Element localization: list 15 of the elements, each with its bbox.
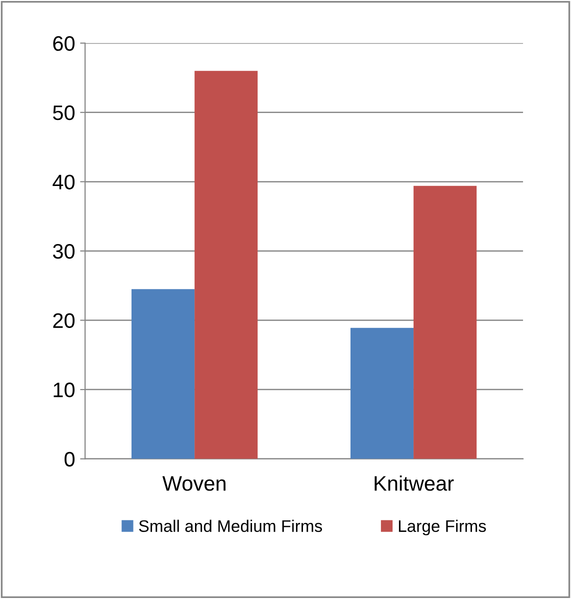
y-tick-label: 50 — [53, 105, 75, 120]
y-tick-label: 60 — [53, 36, 75, 51]
bar — [350, 328, 414, 459]
bar — [414, 186, 477, 459]
y-tick-label: 30 — [52, 244, 75, 259]
y-tick-label: 10 — [54, 382, 75, 398]
y-tick-label: 0 — [64, 452, 75, 467]
bar — [194, 70, 258, 459]
x-tick-label: Knitwear — [374, 476, 454, 491]
x-tick-label: Woven — [162, 476, 226, 491]
y-tick-label: 40 — [52, 174, 75, 190]
legend-label: Small and Medium Firms — [139, 520, 322, 532]
legend-label: Large Firms — [398, 520, 486, 536]
y-tick-label: 20 — [53, 313, 75, 328]
bar — [132, 289, 195, 459]
